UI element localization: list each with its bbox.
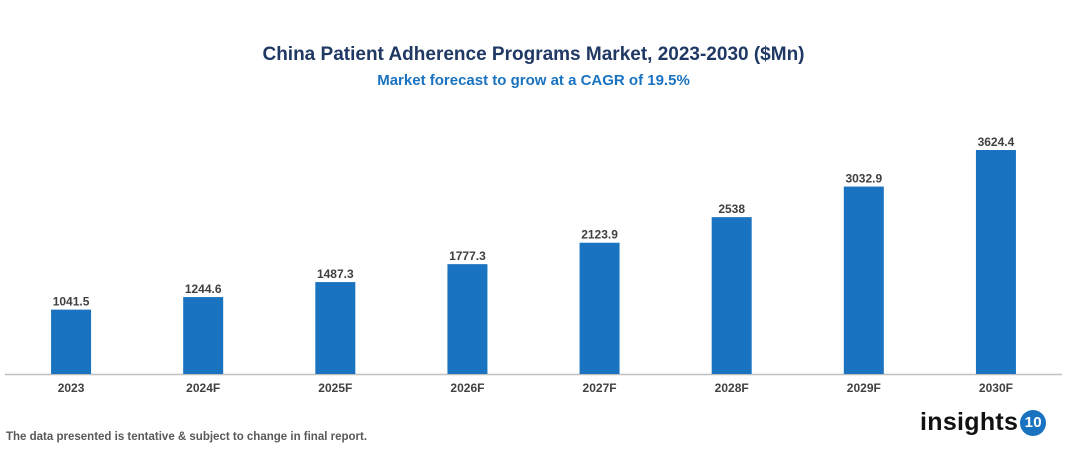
- bar-2028F: [711, 217, 752, 374]
- bar-chart: 1041.5 2023 1244.6 2024F 1487.3 2025F 1777.3 20…: [5, 135, 1062, 395]
- bar-2027F: [579, 242, 620, 374]
- data-label: 1487.3: [317, 267, 354, 281]
- data-label: 2538: [718, 202, 745, 216]
- data-label: 3624.4: [978, 135, 1015, 149]
- disclaimer-note: The data presented is tentative & subjec…: [6, 431, 368, 443]
- bar-2029F: [843, 186, 884, 374]
- x-tick-label: 2024F: [186, 381, 220, 395]
- bar-2024F: [183, 297, 224, 374]
- bar-2030F: [975, 150, 1016, 374]
- x-tick-label: 2023: [58, 381, 85, 395]
- chart-subtitle: Market forecast to grow at a CAGR of 19.…: [377, 72, 690, 89]
- logo-number-badge: 10: [1020, 409, 1047, 436]
- data-label: 3032.9: [845, 172, 882, 186]
- x-tick-label: 2029F: [847, 381, 881, 395]
- data-label: 1777.3: [449, 249, 486, 263]
- insights10-logo: insights 10: [920, 408, 1047, 437]
- data-label: 1244.6: [185, 282, 222, 296]
- bar-2025F: [315, 282, 356, 374]
- bar-2023: [51, 309, 92, 374]
- x-tick-label: 2026F: [450, 381, 484, 395]
- chart-title: China Patient Adherence Programs Market,…: [262, 44, 805, 65]
- x-tick-label: 2030F: [979, 381, 1013, 395]
- x-tick-label: 2027F: [583, 381, 617, 395]
- data-label: 1041.5: [53, 295, 90, 309]
- x-tick-label: 2025F: [318, 381, 352, 395]
- logo-text: insights: [920, 408, 1019, 436]
- x-tick-label: 2028F: [715, 381, 749, 395]
- bar-2026F: [447, 264, 488, 374]
- data-label: 2123.9: [581, 228, 618, 242]
